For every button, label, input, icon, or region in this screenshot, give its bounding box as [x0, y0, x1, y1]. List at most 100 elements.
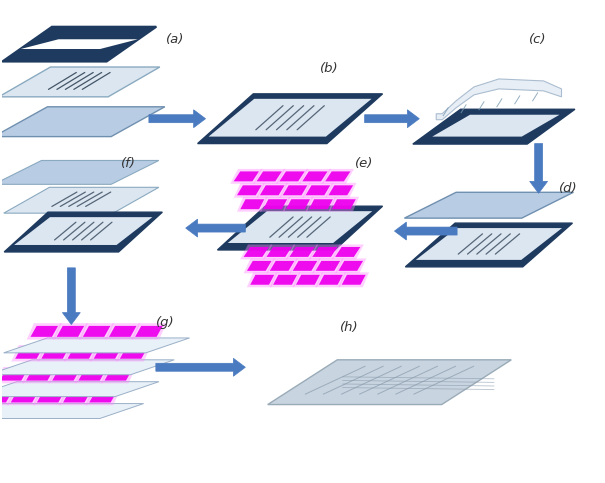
Polygon shape [14, 217, 152, 245]
Polygon shape [21, 39, 138, 49]
Polygon shape [217, 206, 382, 250]
Polygon shape [27, 323, 62, 340]
Polygon shape [26, 369, 54, 381]
Polygon shape [0, 389, 16, 405]
Polygon shape [0, 360, 174, 375]
Polygon shape [79, 323, 114, 340]
Polygon shape [332, 244, 364, 259]
Polygon shape [416, 228, 562, 260]
Polygon shape [198, 94, 382, 143]
Polygon shape [38, 345, 73, 361]
Polygon shape [52, 369, 80, 381]
Polygon shape [0, 404, 143, 418]
Polygon shape [280, 183, 311, 198]
Polygon shape [105, 369, 132, 381]
Polygon shape [0, 107, 165, 137]
Polygon shape [247, 272, 278, 287]
Polygon shape [237, 185, 261, 195]
Polygon shape [338, 272, 369, 287]
Polygon shape [332, 199, 356, 209]
FancyArrow shape [365, 110, 419, 128]
Polygon shape [280, 171, 305, 181]
Polygon shape [276, 169, 308, 184]
Polygon shape [309, 244, 341, 259]
Polygon shape [64, 345, 99, 361]
Polygon shape [283, 185, 307, 195]
Polygon shape [413, 109, 575, 144]
Polygon shape [0, 392, 12, 402]
Polygon shape [15, 348, 43, 359]
Polygon shape [247, 261, 272, 271]
Polygon shape [234, 171, 259, 181]
Text: (h): (h) [340, 321, 358, 334]
Polygon shape [11, 392, 38, 402]
Polygon shape [0, 67, 160, 97]
Polygon shape [83, 326, 110, 337]
Polygon shape [234, 183, 265, 198]
Polygon shape [325, 183, 356, 198]
Polygon shape [74, 367, 110, 384]
FancyArrow shape [394, 222, 457, 240]
Polygon shape [293, 261, 317, 271]
Polygon shape [405, 223, 572, 267]
Polygon shape [267, 360, 511, 405]
Polygon shape [237, 197, 267, 212]
Polygon shape [30, 326, 58, 337]
Polygon shape [57, 326, 84, 337]
Polygon shape [432, 115, 560, 137]
Polygon shape [135, 326, 163, 337]
Text: (c): (c) [529, 33, 546, 46]
Polygon shape [105, 323, 140, 340]
Polygon shape [120, 348, 148, 359]
Polygon shape [33, 389, 68, 405]
Polygon shape [94, 348, 121, 359]
Polygon shape [22, 367, 57, 384]
Polygon shape [4, 338, 189, 353]
Polygon shape [299, 169, 331, 184]
Polygon shape [11, 345, 47, 361]
Polygon shape [244, 258, 275, 273]
Polygon shape [436, 79, 561, 120]
Polygon shape [79, 369, 106, 381]
FancyArrow shape [186, 219, 246, 237]
Polygon shape [286, 199, 310, 209]
FancyArrow shape [62, 268, 80, 325]
Polygon shape [116, 345, 151, 361]
Polygon shape [263, 244, 295, 259]
Polygon shape [325, 171, 350, 181]
Polygon shape [296, 275, 320, 285]
Polygon shape [231, 169, 263, 184]
Polygon shape [266, 247, 292, 257]
Polygon shape [283, 197, 313, 212]
Polygon shape [293, 272, 323, 287]
Polygon shape [260, 197, 290, 212]
FancyArrow shape [530, 143, 548, 193]
Polygon shape [263, 199, 287, 209]
Text: (f): (f) [121, 157, 136, 170]
Polygon shape [289, 247, 315, 257]
Polygon shape [227, 211, 372, 243]
Polygon shape [59, 389, 94, 405]
Text: (g): (g) [156, 316, 174, 329]
Polygon shape [48, 367, 83, 384]
Polygon shape [266, 258, 298, 273]
Polygon shape [404, 192, 574, 218]
Polygon shape [68, 348, 95, 359]
Polygon shape [335, 258, 367, 273]
Polygon shape [0, 382, 159, 397]
Polygon shape [302, 183, 333, 198]
Polygon shape [342, 275, 365, 285]
Polygon shape [312, 247, 338, 257]
Polygon shape [41, 348, 69, 359]
Polygon shape [0, 367, 31, 384]
Polygon shape [338, 261, 363, 271]
Text: (d): (d) [558, 182, 577, 195]
Text: (e): (e) [355, 157, 373, 170]
Text: (b): (b) [320, 62, 339, 75]
Polygon shape [260, 185, 284, 195]
Polygon shape [319, 275, 343, 285]
Polygon shape [329, 185, 353, 195]
Polygon shape [0, 369, 27, 381]
Polygon shape [53, 323, 88, 340]
FancyArrow shape [149, 110, 206, 128]
